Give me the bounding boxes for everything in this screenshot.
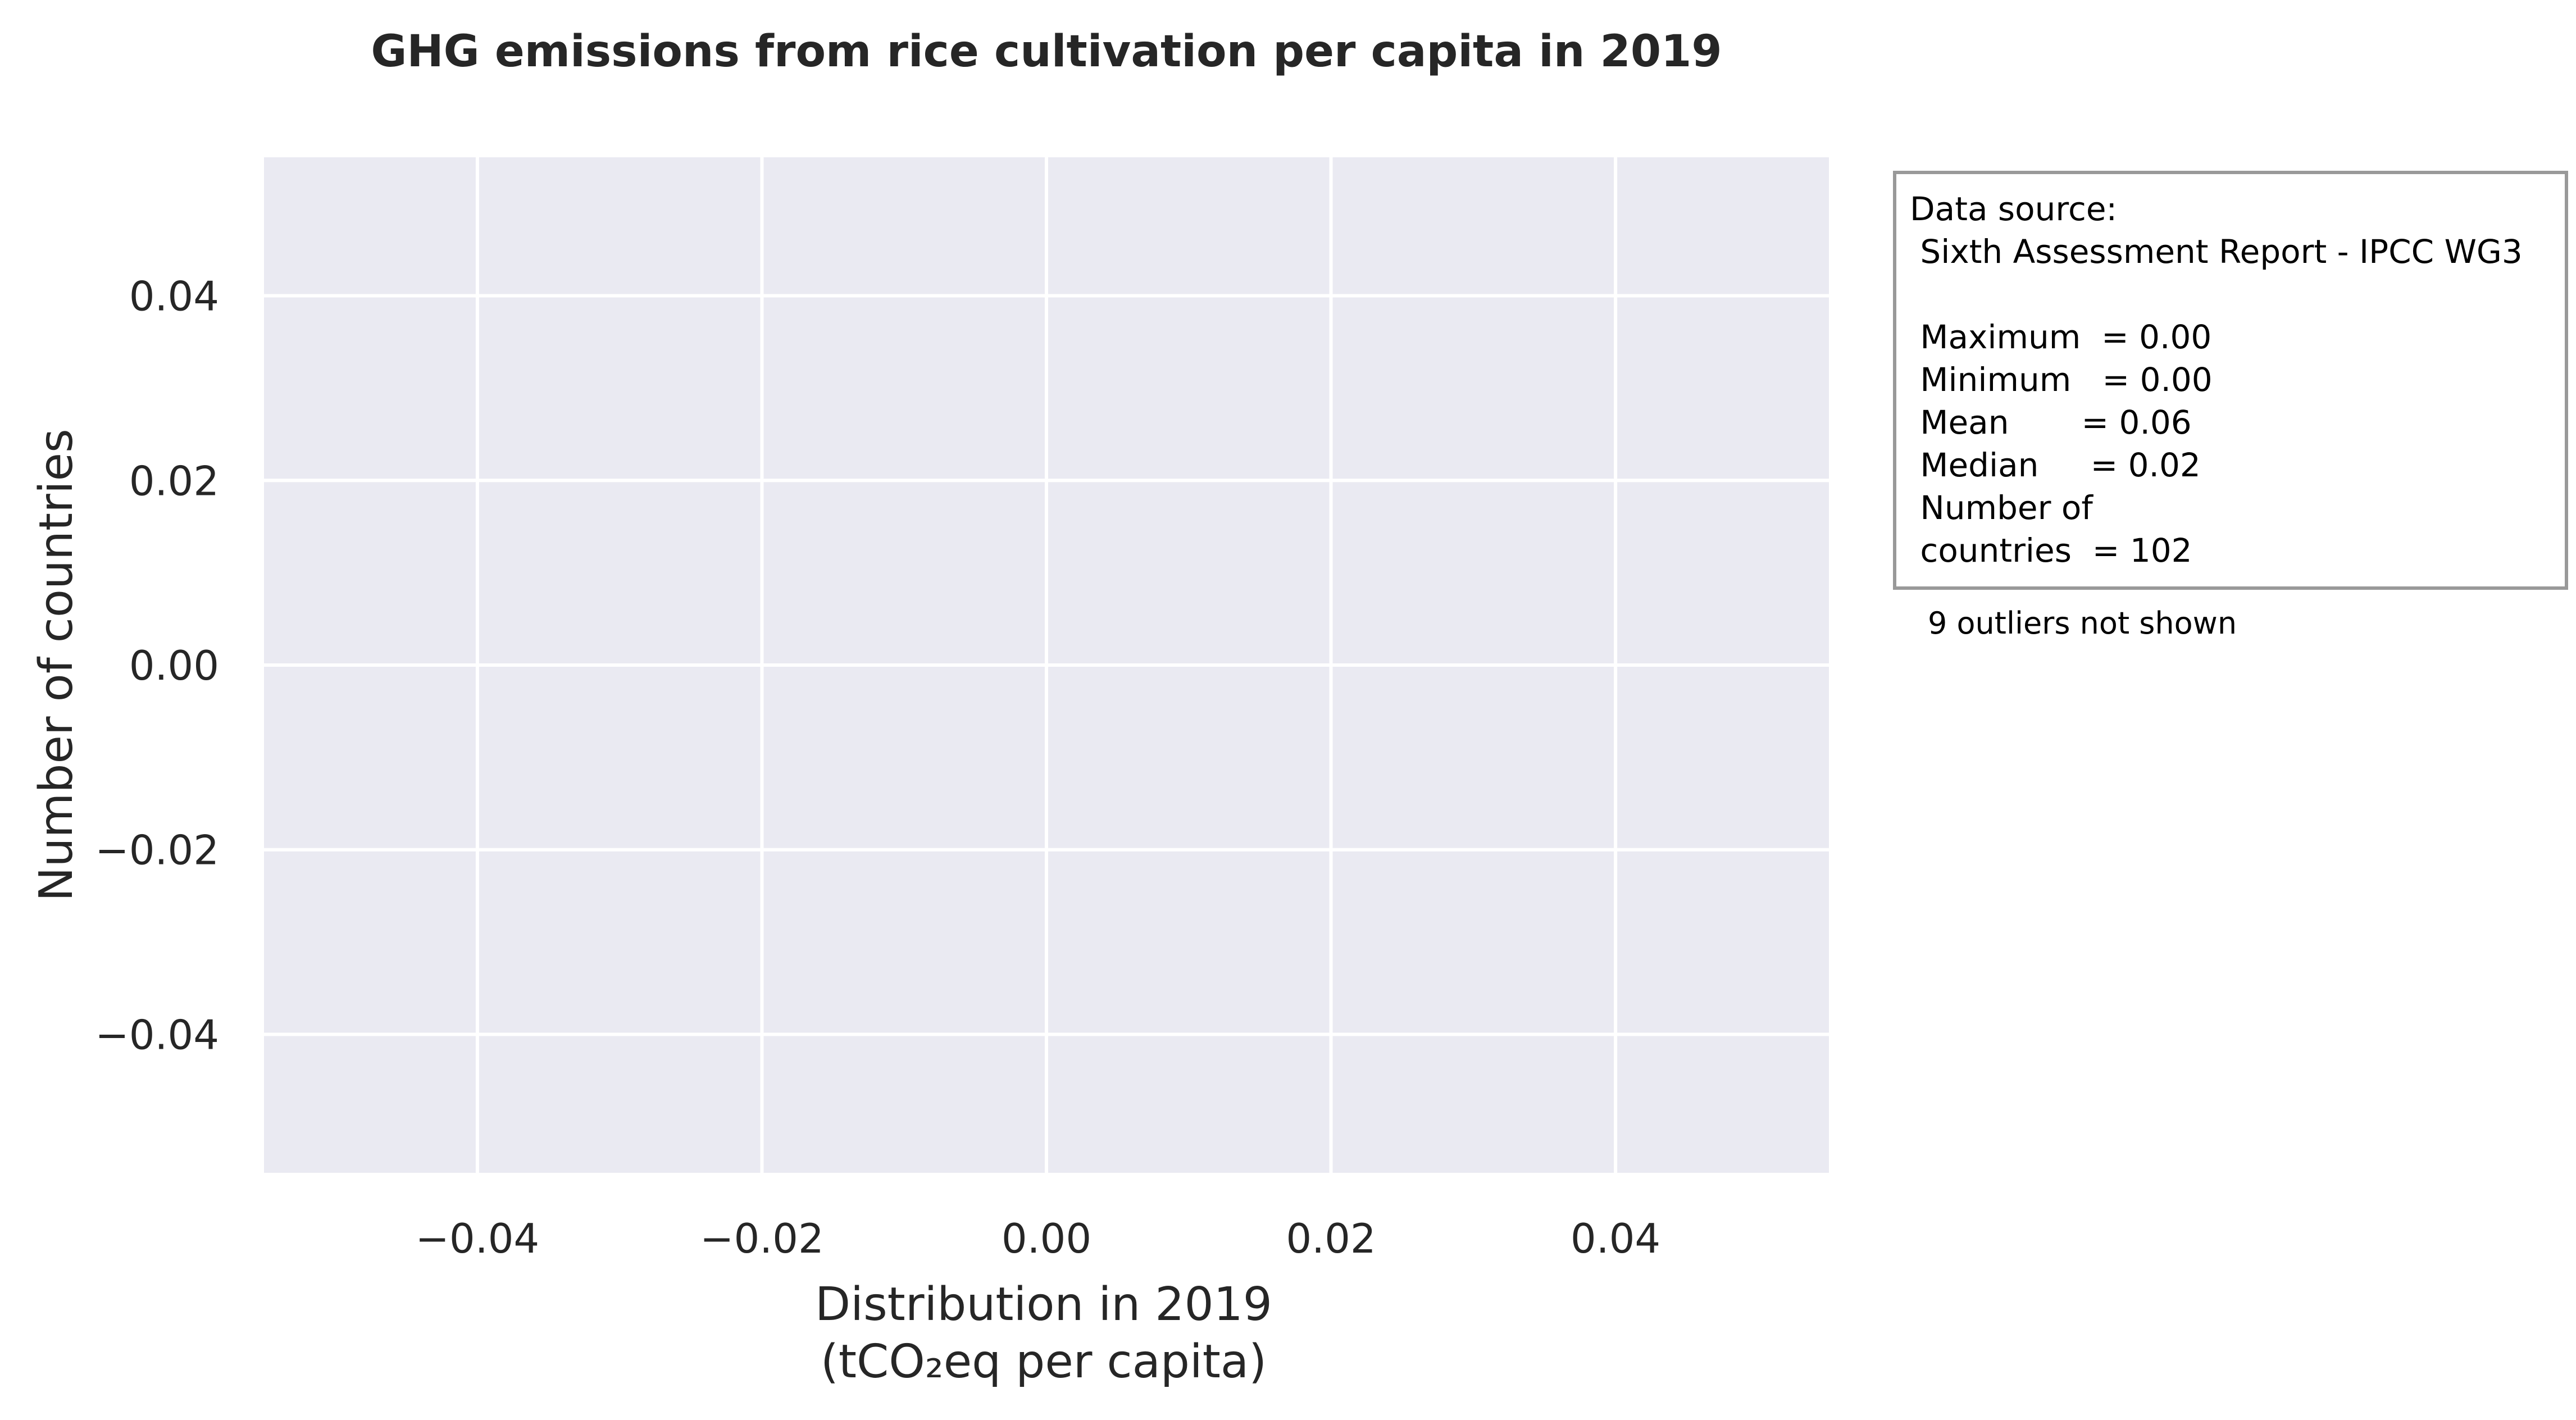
info-box [1893, 171, 2568, 590]
x-tick-label-2: 0.00 [1002, 1215, 1091, 1262]
y-tick-label-0: 0.04 [129, 273, 219, 320]
info-source-name: Sixth Assessment Report - IPCC WG3 [1910, 233, 2523, 271]
x-axis-label-unit: (tCO₂eq per capita) [821, 1335, 1267, 1389]
y-tick-labels: 0.04 0.02 0.00 −0.02 −0.04 [95, 273, 219, 1059]
info-count-line2: countries = 102 [1910, 531, 2192, 570]
y-tick-label-2: 0.00 [129, 642, 219, 689]
x-axis-label: Distribution in 2019 [815, 1278, 1272, 1331]
y-axis-label: Number of countries [30, 429, 83, 902]
y-gridlines [264, 294, 1829, 1036]
y-tick-label-1: 0.02 [129, 457, 219, 504]
x-tick-label-1: −0.02 [700, 1215, 824, 1262]
info-maximum: Maximum = 0.00 [1910, 318, 2211, 356]
info-median: Median = 0.02 [1910, 446, 2201, 484]
x-tick-labels: −0.04 −0.02 0.00 0.02 0.04 [416, 1215, 1661, 1262]
info-source-label: Data source: [1910, 190, 2117, 228]
info-mean: Mean = 0.06 [1910, 403, 2192, 442]
y-tick-label-4: −0.04 [95, 1011, 219, 1058]
chart-title: GHG emissions from rice cultivation per … [371, 26, 1722, 77]
x-tick-label-4: 0.04 [1571, 1215, 1660, 1262]
x-tick-label-3: 0.02 [1286, 1215, 1376, 1262]
info-minimum: Minimum = 0.00 [1910, 361, 2213, 399]
y-tick-label-3: −0.02 [95, 827, 219, 874]
info-count-line1: Number of [1910, 489, 2093, 527]
outliers-note: 9 outliers not shown [1928, 606, 2237, 641]
x-tick-label-0: −0.04 [416, 1215, 540, 1262]
